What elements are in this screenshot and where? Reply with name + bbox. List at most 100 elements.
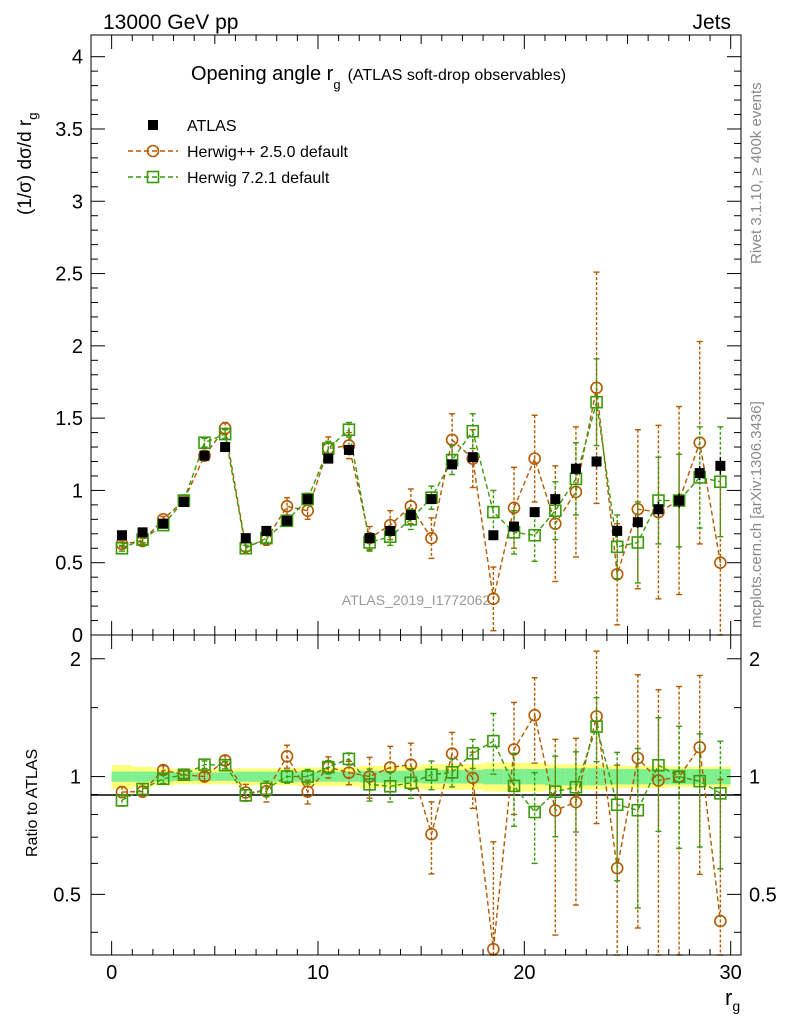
herwig72-ratio-point [466, 747, 480, 760]
atlas-point [694, 468, 705, 479]
analysis-id-watermark: ATLAS_2019_I1772062 [342, 592, 491, 608]
ratio-band-inner [524, 769, 545, 785]
atlas-point [364, 533, 375, 544]
atlas-point [282, 515, 293, 526]
mcplots-label: mcplots.cern.ch [arXiv:1306.3436] [748, 401, 765, 628]
herwig72-ratio-point [342, 752, 356, 766]
main-panel: 0 0.5 1 1.5 2 2.5 3 3.5 4 ATLAS_2019_I1772062 Op… [55, 34, 742, 647]
legend-entry-label: Herwig 7.2.1 default [187, 170, 330, 187]
xtick-label: 10 [307, 962, 329, 984]
herwig25-ratio-point [198, 770, 211, 783]
ratio-ytick-label-right: 0.5 [749, 884, 777, 906]
herwig72-ratio-point [322, 760, 335, 774]
herwig72-ratio-point [672, 770, 686, 783]
atlas-point [199, 450, 210, 461]
ratio-ytick-label: 2 [70, 649, 81, 671]
chart-title-main: Opening angle r [191, 63, 334, 85]
ratio-ytick-label: 0.5 [53, 884, 81, 906]
ratio-band-inner [483, 769, 504, 785]
herwig25-point [198, 449, 211, 463]
main-y-axis-label-text: (1/σ) dσ/d r [15, 119, 36, 215]
herwig25-ratio-point [548, 804, 562, 817]
x-axis-label-text: r [725, 985, 732, 1010]
herwig72-ratio-point [260, 782, 273, 796]
atlas-point [323, 453, 334, 464]
herwig72-point [115, 541, 129, 555]
atlas-point [116, 530, 127, 541]
main-ytick-label: 0.5 [55, 553, 83, 575]
x-axis-label: rg [725, 985, 740, 1014]
atlas-point [137, 527, 148, 538]
ratio-series [115, 650, 727, 956]
herwig25-point [487, 592, 500, 606]
herwig25-ratio-point [342, 766, 356, 779]
herwig72-point [466, 424, 480, 438]
herwig72-ratio-point [569, 780, 583, 794]
herwig72-ratio-point [136, 782, 149, 796]
herwig25-ratio-line [121, 713, 722, 950]
main-ytick-label: 2 [72, 336, 83, 358]
herwig25-point [528, 452, 541, 465]
ratio-panel: 0 10 20 30 0.5 0.5 1 1 2 2 [53, 634, 777, 984]
ratio-ytick-label: 1 [70, 767, 81, 789]
herwig72-ratio-point [198, 758, 211, 771]
legend: ATLAS Herwig++ 2.5.0 default Herwig 7.2.1 … [128, 118, 349, 187]
header-energy-label: 13000 GeV pp [103, 11, 238, 34]
atlas-point [302, 494, 313, 505]
herwig72-ratio-point [610, 798, 624, 812]
herwig72-ratio-point [445, 765, 459, 779]
main-axis-ticks: 0 0.5 1 1.5 2 2.5 3 3.5 4 [55, 35, 741, 647]
herwig25-ratio-point [280, 750, 294, 763]
herwig72-point [218, 427, 232, 441]
ratio-band-inner [256, 771, 277, 782]
herwig72-ratio-point [363, 778, 376, 791]
legend-marker-herwig72 [146, 170, 160, 184]
herwig25-ratio-point [631, 751, 645, 765]
herwig72-line [121, 402, 721, 550]
x-axis-label-sub: g [732, 998, 740, 1014]
ratio-y-axis-label: Ratio to ATLAS [24, 749, 41, 857]
svg-text:rg: rg [725, 985, 740, 1014]
atlas-point [550, 494, 561, 505]
herwig25-point [425, 531, 438, 545]
herwig72-point [714, 475, 727, 489]
herwig25-point [610, 567, 624, 581]
ratio-band-inner [132, 771, 153, 782]
herwig72-ratio-point [487, 734, 500, 748]
atlas-point [591, 456, 602, 467]
herwig25-line [121, 387, 722, 600]
atlas-point [343, 444, 354, 455]
atlas-point [529, 507, 540, 518]
ratio-panel-frame [90, 634, 742, 956]
atlas-point [715, 460, 726, 471]
herwig25-point [590, 381, 603, 395]
legend-marker-herwig25 [146, 144, 160, 158]
herwig72-ratio-point [714, 787, 727, 800]
svg-text:(1/σ) dσ/d rg: (1/σ) dσ/d rg [15, 113, 40, 216]
atlas-point [385, 525, 396, 536]
herwig72-ratio-point [631, 803, 645, 817]
main-ytick-label: 3.5 [55, 119, 83, 141]
chart-title-sub: g [333, 77, 340, 92]
herwig25-ratio-point [466, 771, 480, 785]
herwig72-ratio-point [218, 758, 232, 772]
herwig72-ratio-point [115, 794, 129, 807]
herwig72-ratio-point [548, 785, 562, 798]
herwig25-ratio-point [693, 741, 707, 754]
ratio-band-inner [214, 772, 236, 781]
herwig72-ratio-point [280, 770, 294, 783]
herwig72-point [487, 505, 500, 519]
atlas-point [632, 517, 643, 528]
herwig72-ratio-point [652, 758, 665, 772]
rivet-version-label: Rivet 3.1.10, ≥ 400k events [748, 82, 765, 264]
herwig72-point [548, 504, 562, 517]
ratio-axis-ticks: 0 10 20 30 0.5 0.5 1 1 2 2 [53, 635, 777, 984]
atlas-point [240, 533, 251, 544]
chart-title-paren: (ATLAS soft-drop observables) [348, 67, 566, 84]
legend-entry-label: ATLAS [187, 118, 237, 135]
header-process-label: Jets [692, 11, 731, 34]
herwig25-ratio-point [528, 708, 541, 722]
atlas-point [220, 442, 231, 453]
herwig72-point [528, 528, 541, 542]
